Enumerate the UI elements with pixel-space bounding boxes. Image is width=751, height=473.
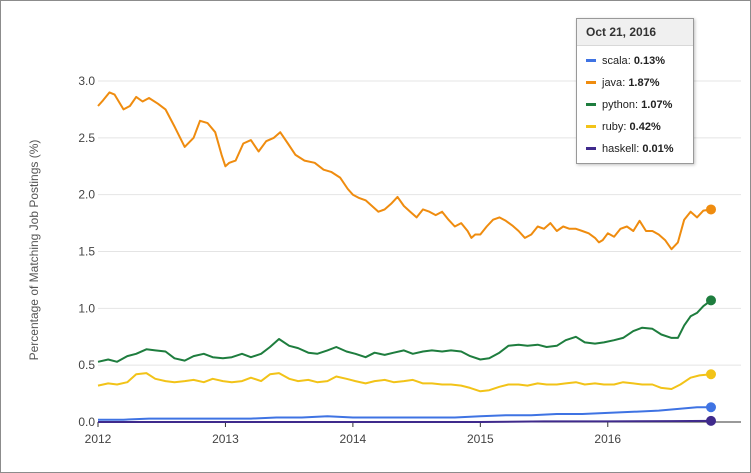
java-end-point[interactable] xyxy=(706,204,716,215)
tooltip-date: Oct 21, 2016 xyxy=(577,19,693,46)
x-tick-label: 2015 xyxy=(467,432,494,446)
hover-tooltip: Oct 21, 2016 scala: 0.13% java: 1.87% py… xyxy=(576,18,694,164)
scala-end-point[interactable] xyxy=(706,402,716,413)
tooltip-series-name: python xyxy=(602,99,636,111)
tooltip-series-name: haskell xyxy=(602,143,637,155)
series-end-points[interactable] xyxy=(706,204,716,426)
tooltip-row-haskell: haskell: 0.01% xyxy=(586,141,674,157)
haskell-series-line xyxy=(98,419,712,423)
tooltip-row-scala: scala: 0.13% xyxy=(586,53,665,69)
haskell-end-point[interactable] xyxy=(706,415,716,426)
ruby-swatch-icon xyxy=(586,124,596,128)
y-axis-title: Percentage of Matching Job Postings (%) xyxy=(27,140,41,361)
y-tick-label: 2.5 xyxy=(78,131,95,145)
tooltip-series-value: 1.07% xyxy=(641,99,673,111)
y-tick-label: 1.5 xyxy=(78,245,95,259)
x-tick-label: 2013 xyxy=(212,432,239,446)
x-tick-label: 2012 xyxy=(85,432,112,446)
java-series-line xyxy=(97,91,712,251)
tooltip-row-python: python: 1.07% xyxy=(586,97,672,113)
y-tick-labels: 0.0 0.5 1.0 1.5 2.0 2.5 3.0 xyxy=(78,74,95,429)
java-swatch-icon xyxy=(586,80,596,84)
x-tick-label: 2016 xyxy=(594,432,621,446)
ruby-series-line xyxy=(97,372,712,393)
x-tick-labels: 2012 2013 2014 2015 2016 xyxy=(85,432,622,446)
tooltip-series-value: 0.13% xyxy=(633,55,666,67)
tooltip-series-name: ruby xyxy=(602,121,624,133)
y-tick-label: 0.5 xyxy=(78,358,95,372)
scala-swatch-icon xyxy=(586,58,596,62)
y-tick-label: 0.0 xyxy=(78,415,95,429)
tooltip-series-value: 1.87% xyxy=(628,77,660,89)
haskell-swatch-icon xyxy=(586,146,596,150)
tooltip-row-java: java: 1.87% xyxy=(586,75,660,91)
tooltip-series-name: java xyxy=(602,77,623,89)
python-series-line xyxy=(97,299,712,363)
python-end-point[interactable] xyxy=(706,295,716,306)
y-tick-label: 3.0 xyxy=(78,74,95,88)
tooltip-series-value: 0.01% xyxy=(642,143,674,155)
y-tick-label: 1.0 xyxy=(78,301,95,315)
tooltip-series-name: scala xyxy=(602,55,628,67)
series-lines xyxy=(97,91,712,423)
gridlines xyxy=(97,80,741,427)
tooltip-series-value: 0.42% xyxy=(629,121,661,133)
scala-series-line xyxy=(98,406,711,421)
ruby-end-point[interactable] xyxy=(706,369,716,380)
python-swatch-icon xyxy=(586,102,596,106)
x-tick-label: 2014 xyxy=(340,432,367,446)
y-tick-label: 2.0 xyxy=(78,188,95,202)
tooltip-row-ruby: ruby: 0.42% xyxy=(586,119,661,135)
